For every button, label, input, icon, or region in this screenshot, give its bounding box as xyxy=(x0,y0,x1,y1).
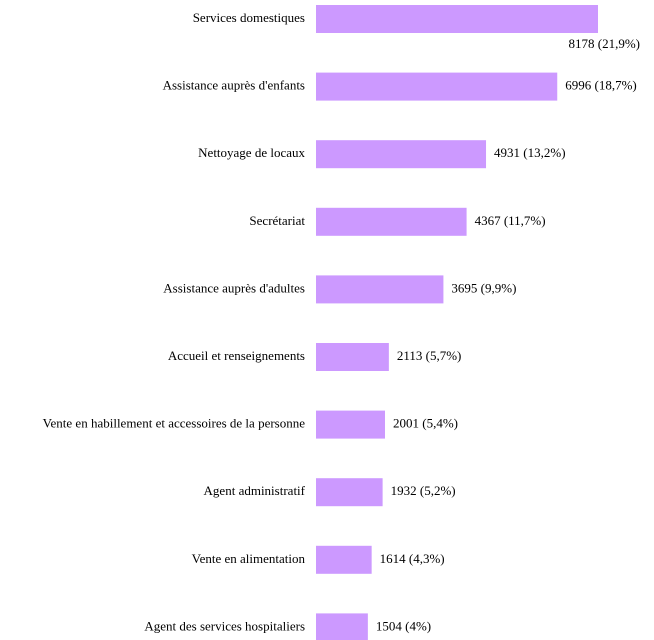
category-label: Vente en alimentation xyxy=(192,551,306,566)
category-label: Assistance auprès d'adultes xyxy=(163,280,305,295)
value-label: 2113 (5,7%) xyxy=(397,348,462,363)
category-label: Vente en habillement et accessoires de l… xyxy=(43,416,306,431)
category-label: Secrétariat xyxy=(249,213,305,228)
bar xyxy=(316,613,368,640)
bar xyxy=(316,207,467,236)
value-label: 1504 (4%) xyxy=(376,618,431,633)
category-label: Services domestiques xyxy=(193,10,305,25)
bar xyxy=(316,5,598,33)
bar xyxy=(316,275,444,304)
bar xyxy=(316,478,383,507)
bar xyxy=(316,545,372,574)
value-label: 1614 (4,3%) xyxy=(380,551,445,566)
value-label: 1932 (5,2%) xyxy=(391,483,456,498)
value-label: 2001 (5,4%) xyxy=(393,416,458,431)
value-label: 4931 (13,2%) xyxy=(494,145,566,160)
category-label: Agent administratif xyxy=(204,483,306,498)
value-label: 3695 (9,9%) xyxy=(451,280,516,295)
category-label: Assistance auprès d'enfants xyxy=(163,78,305,93)
category-label: Nettoyage de locaux xyxy=(198,145,305,160)
category-label: Accueil et renseignements xyxy=(168,348,305,363)
bar xyxy=(316,343,389,371)
bar xyxy=(316,140,487,169)
value-label: 8178 (21,9%) xyxy=(569,36,641,51)
bar xyxy=(316,410,385,439)
value-label: 6996 (18,7%) xyxy=(565,78,637,93)
category-label: Agent des services hospitaliers xyxy=(144,618,305,633)
bar xyxy=(316,72,558,101)
value-label: 4367 (11,7%) xyxy=(475,213,546,228)
